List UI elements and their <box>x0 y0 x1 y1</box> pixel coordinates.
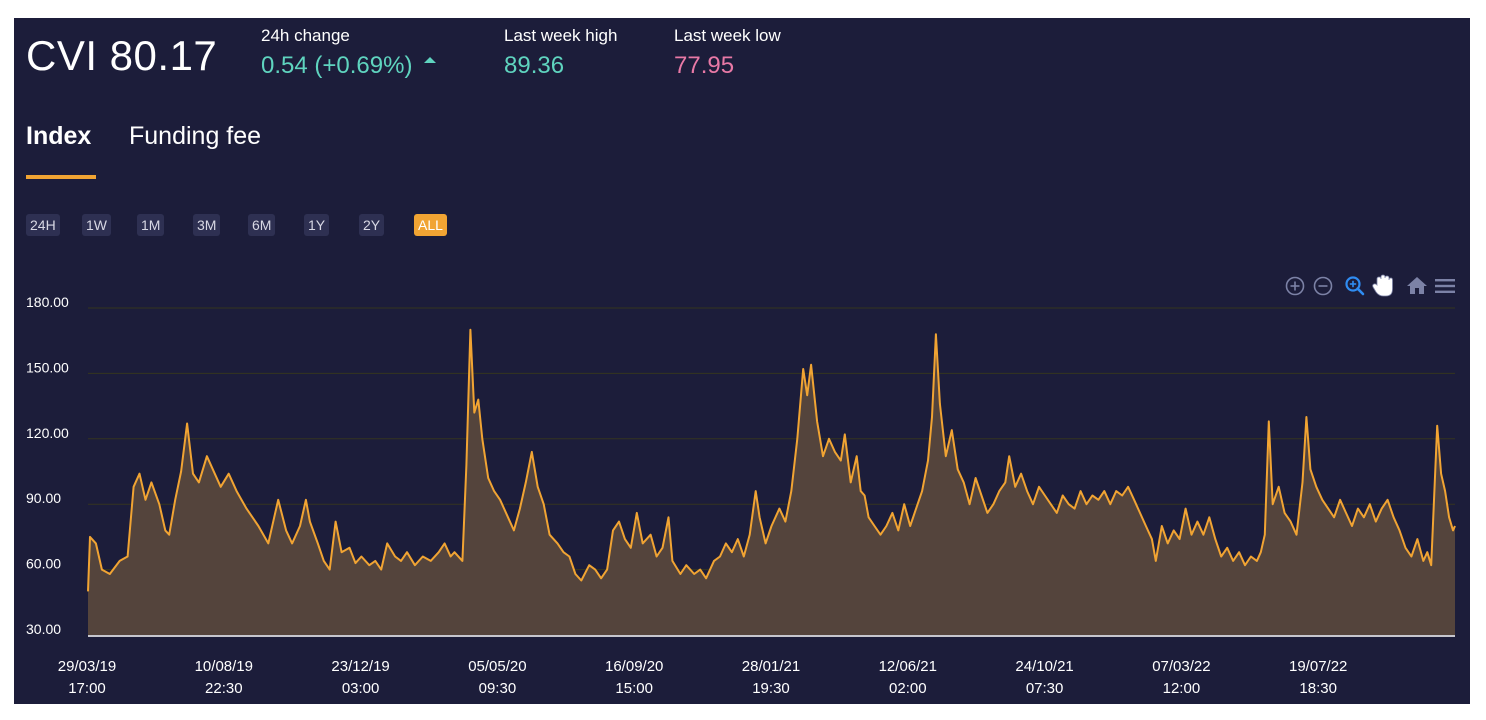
x-tick-date: 07/03/22 <box>1152 658 1210 675</box>
x-tick-date: 12/06/21 <box>879 658 937 675</box>
x-tick-time: 03:00 <box>342 680 380 697</box>
x-tick-time: 22:30 <box>205 680 243 697</box>
range-button-1w[interactable]: 1W <box>82 214 111 236</box>
x-tick-date: 05/05/20 <box>468 658 526 675</box>
stat-week-low: Last week low 77.95 <box>674 26 781 80</box>
stat-label: 24h change <box>261 26 350 45</box>
x-tick-date: 29/03/19 <box>58 658 116 675</box>
cvi-area-chart: 180.00 150.00 120.00 90.00 60.00 30.00 29/03/… <box>26 274 1456 697</box>
zoom-out-icon[interactable] <box>1313 276 1333 296</box>
arrow-up-icon <box>424 57 437 63</box>
x-axis-ticks: 29/03/19 17:00 10/08/19 22:30 23/12/19 03:00 0… <box>58 658 1348 697</box>
stat-value: 77.95 <box>674 52 735 79</box>
x-tick-time: 15:00 <box>615 680 653 697</box>
cvi-series-line <box>87 328 1456 592</box>
stat-value: 0.54 (+0.69%) <box>261 52 437 80</box>
zoom-in-icon[interactable] <box>1285 276 1305 296</box>
menu-icon[interactable] <box>1435 279 1455 293</box>
x-tick-time: 17:00 <box>68 680 106 697</box>
cvi-area-fill <box>88 329 1455 635</box>
range-button-2y[interactable]: 2Y <box>359 214 385 236</box>
y-tick-label: 180.00 <box>26 294 69 310</box>
range-button-1y[interactable]: 1Y <box>304 214 330 236</box>
change-value: 0.54 (+0.69%) <box>261 52 413 79</box>
home-reset-icon[interactable] <box>1407 277 1427 294</box>
x-tick-date: 23/12/19 <box>331 658 389 675</box>
range-button-6m[interactable]: 6M <box>248 214 276 236</box>
x-tick-date: 24/10/21 <box>1015 658 1073 675</box>
y-tick-label: 30.00 <box>26 621 61 637</box>
stat-label: Last week high <box>504 26 618 45</box>
range-button-3m[interactable]: 3M <box>193 214 221 236</box>
chart-toolbar <box>1285 274 1455 297</box>
range-button-24h[interactable]: 24H <box>26 214 60 236</box>
x-tick-date: 10/08/19 <box>195 658 253 675</box>
page-title: CVI 80.17 <box>26 32 218 79</box>
cvi-panel: CVI 80.17 24h change 0.54 (+0.69%) Last … <box>14 18 1470 704</box>
active-tab-indicator <box>26 175 96 179</box>
y-tick-label: 90.00 <box>26 490 61 506</box>
x-tick-time: 12:00 <box>1163 680 1201 697</box>
range-button-1m[interactable]: 1M <box>137 214 165 236</box>
stat-label: Last week low <box>674 26 781 45</box>
x-tick-date: 19/07/22 <box>1289 658 1347 675</box>
pan-hand-icon[interactable] <box>1372 274 1393 297</box>
tab-funding-fee[interactable]: Funding fee <box>129 122 262 150</box>
selection-zoom-icon[interactable] <box>1345 276 1365 296</box>
range-button-all[interactable]: ALL <box>414 214 447 236</box>
y-axis-ticks: 180.00 150.00 120.00 90.00 60.00 30.00 <box>26 294 69 637</box>
y-tick-label: 150.00 <box>26 359 69 375</box>
stat-value: 89.36 <box>504 52 565 79</box>
x-tick-time: 02:00 <box>889 680 927 697</box>
x-tick-date: 16/09/20 <box>605 658 663 675</box>
x-tick-time: 09:30 <box>479 680 517 697</box>
y-tick-label: 60.00 <box>26 556 61 572</box>
y-tick-label: 120.00 <box>26 425 69 441</box>
x-tick-time: 19:30 <box>752 680 790 697</box>
x-tick-date: 28/01/21 <box>742 658 800 675</box>
tab-index[interactable]: Index <box>26 122 92 150</box>
stat-week-high: Last week high 89.36 <box>504 26 617 80</box>
x-tick-time: 18:30 <box>1299 680 1337 697</box>
x-tick-time: 07:30 <box>1026 680 1064 697</box>
stat-24h-change: 24h change 0.54 (+0.69%) <box>261 26 437 80</box>
